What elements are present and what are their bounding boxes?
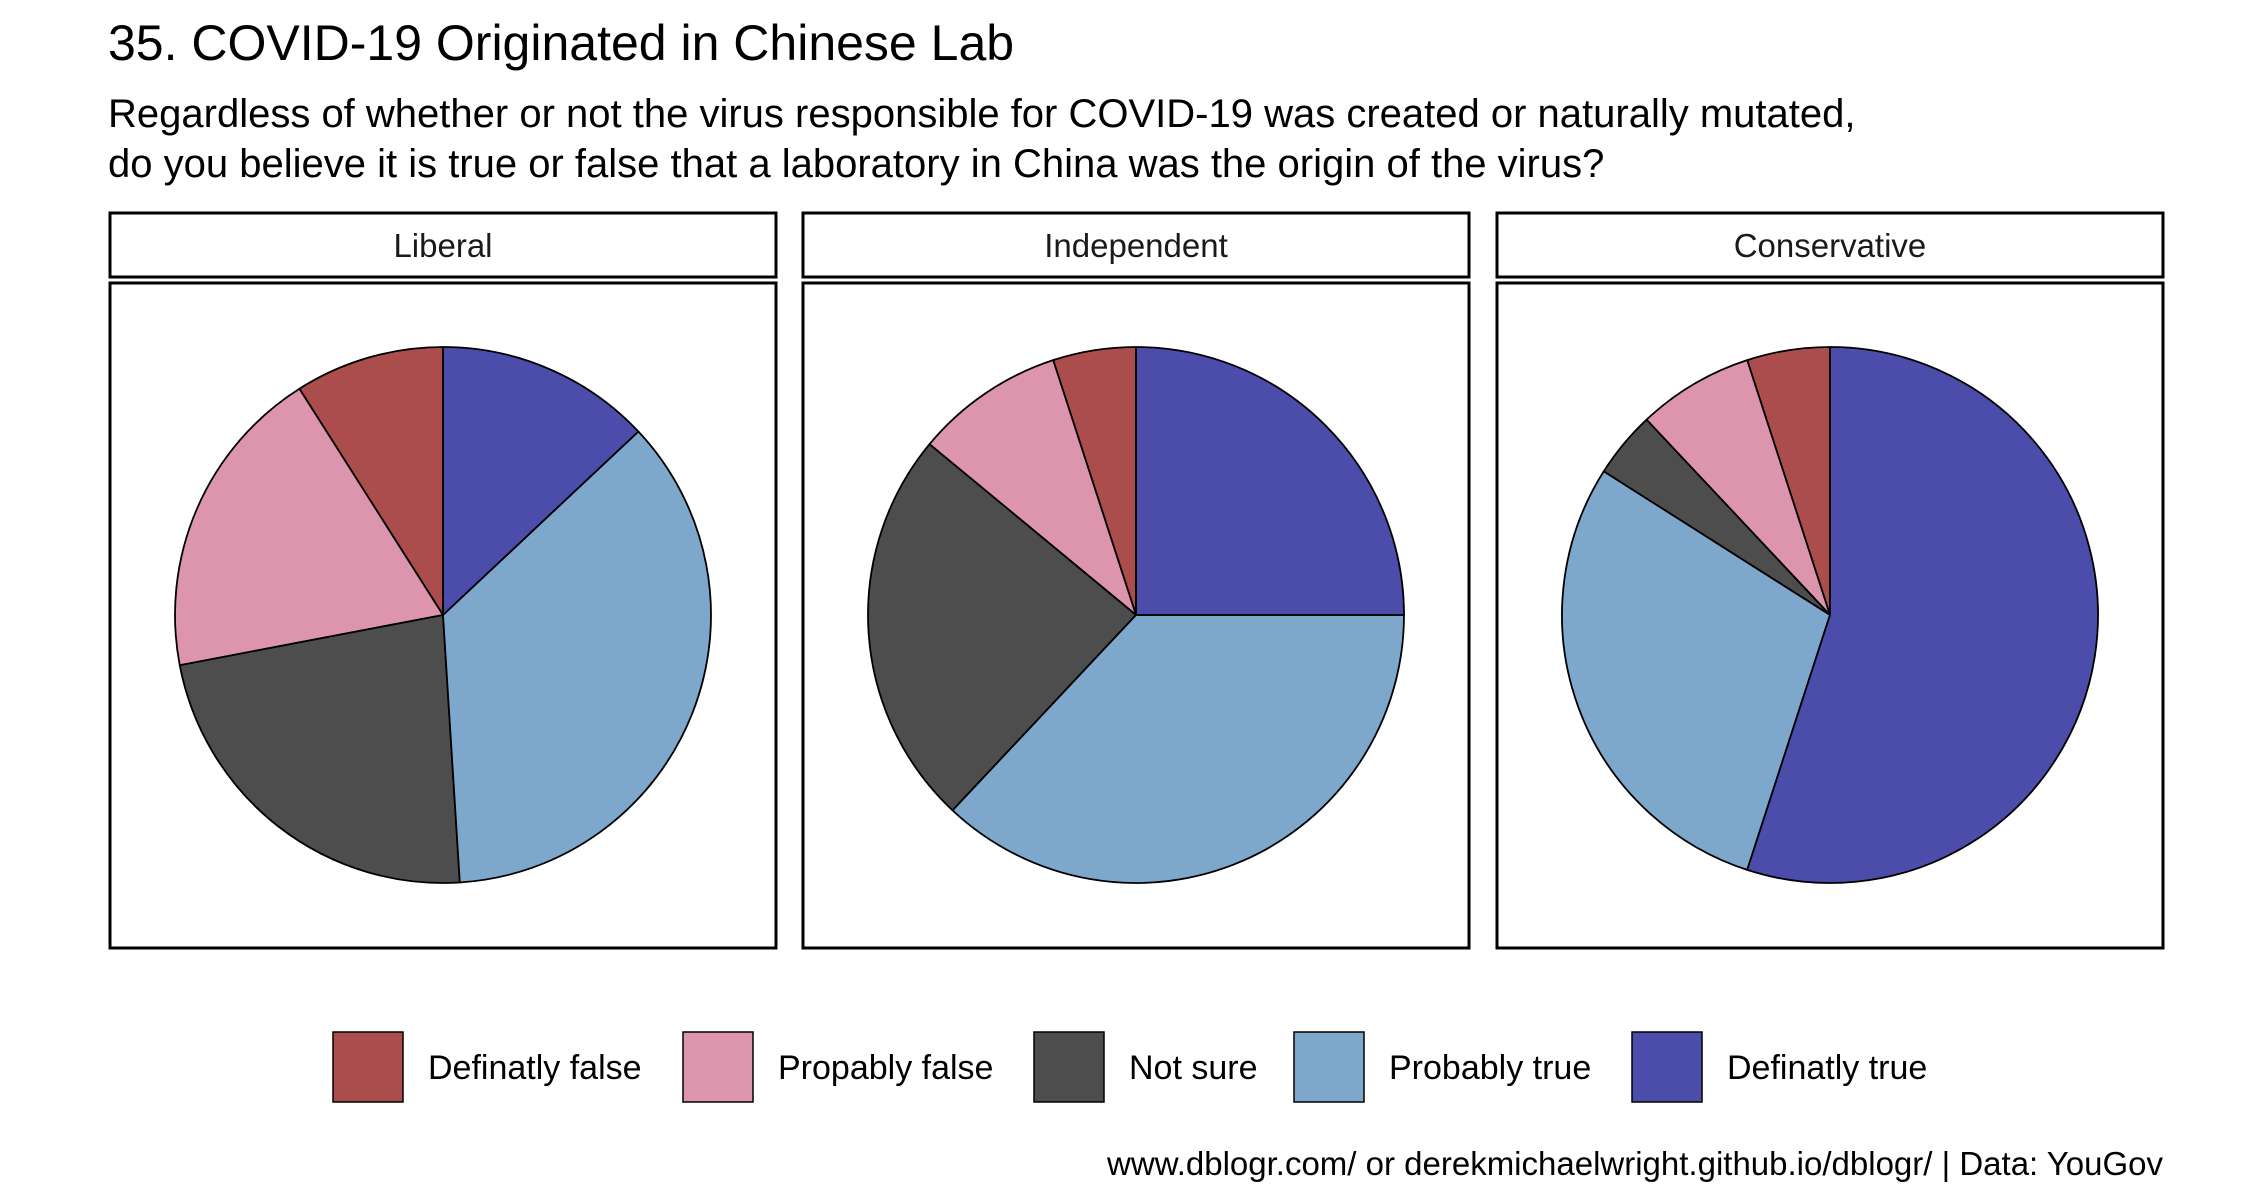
pie-slice-liberal-propably-false [174, 387, 444, 667]
legend-key [1631, 1031, 1703, 1103]
chart-title: 35. COVID-19 Originated in Chinese Lab [108, 15, 1014, 71]
panel-label: Conservative [1734, 227, 1927, 264]
legend-key [1293, 1031, 1365, 1103]
pie-slice-conservative-propably-false [1645, 359, 1831, 616]
legend-item-not-sure: Not sure [1033, 1031, 1258, 1103]
pie-slice-liberal-probably-true [442, 430, 712, 884]
legend-label: Not sure [1129, 1049, 1258, 1087]
panel-conservative: Conservative [1495, 211, 2165, 950]
panel-strip-independent [801, 211, 1471, 279]
panel-liberal: Liberal [108, 211, 778, 950]
facet-panels: Liberal Independent Conservative [108, 211, 2165, 950]
pie-slice-independent-propably-false [928, 359, 1137, 616]
legend-label: Probably true [1389, 1049, 1591, 1087]
legend-label: Propably false [778, 1049, 993, 1087]
pie-slice-independent-probably-true [951, 614, 1405, 884]
pie-slice-liberal-not-sure [178, 614, 461, 884]
legend-item-propably-false: Propably false [682, 1031, 993, 1103]
legend-item-definatly-true: Definatly true [1631, 1031, 1927, 1103]
pie-slice-conservative-definatly-true [1746, 346, 2099, 884]
legend-label: Definatly false [428, 1049, 642, 1087]
panel-label: Independent [1044, 227, 1228, 264]
panel-label: Liberal [393, 227, 492, 264]
panel-strip-conservative [1495, 211, 2165, 279]
chart-subtitle-line-1: Regardless of whether or not the virus r… [108, 92, 1856, 136]
chart-subtitle-line-2: do you believe it is true or false that … [108, 142, 1604, 186]
legend: Definatly false Propably false Not sure Pro… [332, 1031, 1927, 1103]
legend-item-probably-true: Probably true [1293, 1031, 1591, 1103]
legend-key [682, 1031, 754, 1103]
pie-slice-independent-not-sure [867, 443, 1137, 812]
chart-caption: www.dblogr.com/ or derekmichaelwright.gi… [1106, 1145, 2163, 1182]
panel-independent: Independent [801, 211, 1471, 950]
pie-slice-liberal-definatly-false [298, 346, 444, 616]
pie-slice-conservative-probably-true [1561, 470, 1831, 871]
pie-slice-independent-definatly-true [1135, 346, 1405, 616]
panel-strip-liberal [108, 211, 778, 279]
legend-key [1033, 1031, 1105, 1103]
pie-slice-liberal-definatly-true [442, 346, 640, 616]
legend-item-definatly-false: Definatly false [332, 1031, 642, 1103]
legend-key [332, 1031, 404, 1103]
legend-label: Definatly true [1727, 1049, 1927, 1087]
